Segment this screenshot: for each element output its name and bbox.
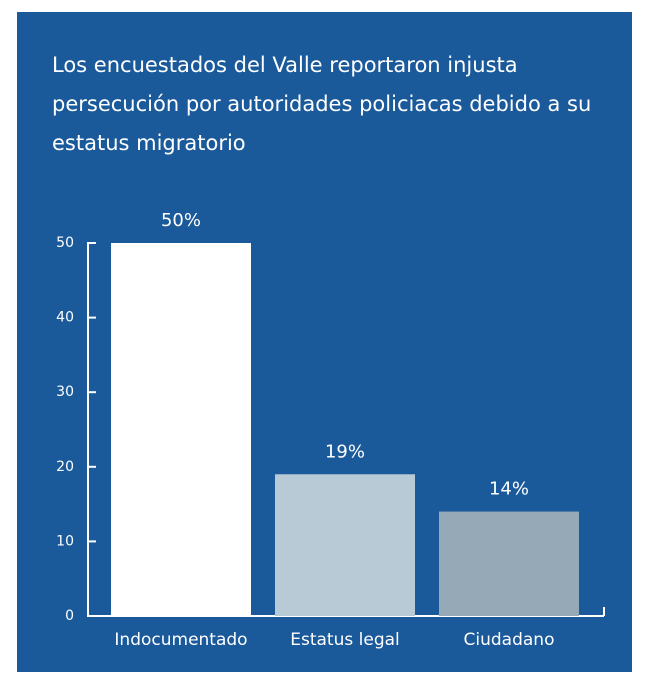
- x-tick-label: Estatus legal: [290, 630, 400, 650]
- y-tick-label: 40: [56, 310, 74, 326]
- y-tick-label: 20: [56, 459, 74, 475]
- x-tick-label: Ciudadano: [464, 630, 555, 650]
- y-tick-label: 50: [56, 235, 74, 251]
- value-label: 50%: [161, 210, 201, 231]
- bar: [111, 243, 251, 616]
- y-tick-label: 0: [65, 608, 74, 624]
- chart-title: Los encuestados del Valle reportaron inj…: [52, 53, 592, 155]
- y-tick-label: 10: [56, 533, 74, 549]
- value-label: 14%: [489, 479, 529, 500]
- value-label: 19%: [325, 441, 365, 462]
- bar: [275, 474, 415, 616]
- x-tick-label: Indocumentado: [114, 630, 247, 650]
- bar: [439, 511, 579, 616]
- y-tick-label: 30: [56, 384, 74, 400]
